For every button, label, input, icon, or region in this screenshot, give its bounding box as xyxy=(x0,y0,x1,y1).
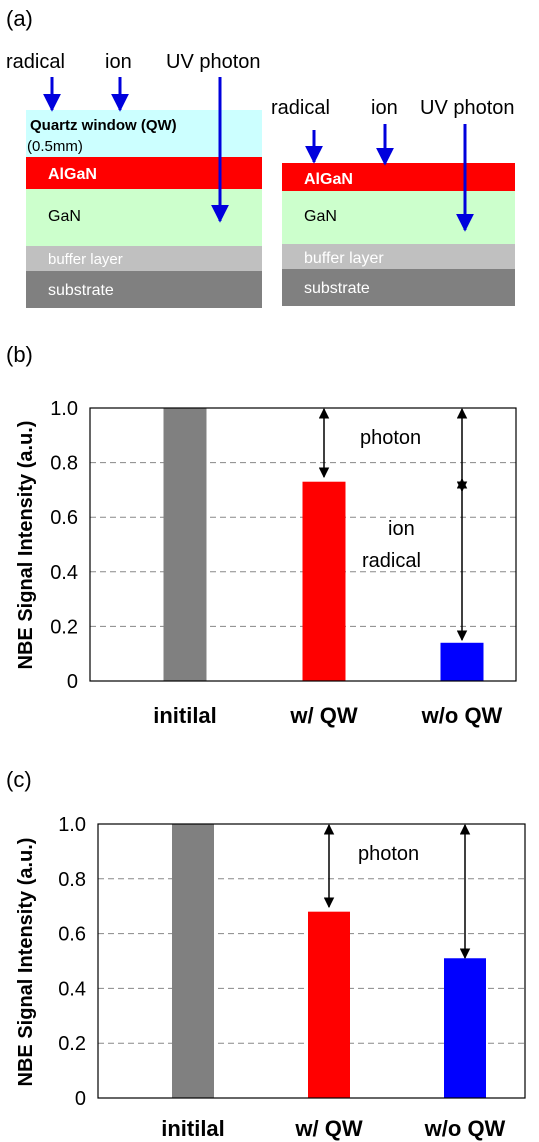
right-radical-label: radical xyxy=(271,97,330,119)
chart-b-y-tick-label: 1.0 xyxy=(50,398,78,420)
chart-b-category-label: w/ QW xyxy=(289,703,357,728)
quartz-window-label: Quartz window (QW) xyxy=(30,117,177,134)
chart-c-category-label: w/ QW xyxy=(294,1116,362,1141)
left-uv-photon-label: UV photon xyxy=(166,51,261,73)
left-substrate-layer xyxy=(26,271,262,308)
chart-c: (c) NBE Signal Intensity (a.u.) 0 0.2 0.4 0… xyxy=(6,767,526,1141)
chart-c-y-tick-label: 0.2 xyxy=(58,1033,86,1055)
right-substrate-layer xyxy=(282,269,515,306)
chart-b-y-tick-label: 0.4 xyxy=(50,562,78,584)
left-algan-layer xyxy=(26,157,262,189)
chart-c-y-axis-label: NBE Signal Intensity (a.u.) xyxy=(15,838,37,1087)
left-stack: radical ion UV photon Quartz window (QW)… xyxy=(6,51,262,308)
left-buffer-layer xyxy=(26,246,262,271)
chart-b-category-label: w/o QW xyxy=(421,703,503,728)
chart-c-bar-2 xyxy=(444,958,486,1098)
right-algan-layer xyxy=(282,163,515,191)
chart-b-bar-0 xyxy=(163,408,207,681)
quartz-window-layer xyxy=(26,110,262,157)
left-gan-label: GaN xyxy=(48,208,81,225)
chart-c-y-tick-label: 0.6 xyxy=(58,924,86,946)
quartz-thickness-label: (0.5mm) xyxy=(27,138,83,155)
chart-b-y-axis-label: NBE Signal Intensity (a.u.) xyxy=(15,421,37,670)
chart-c-category-label: w/o QW xyxy=(424,1116,506,1141)
panel-a: (a) radical ion UV photon Quartz window … xyxy=(6,6,515,308)
right-uv-photon-label: UV photon xyxy=(420,97,515,119)
chart-b-y-tick-label: 0 xyxy=(67,671,78,693)
chart-b-annotation-radical: radical xyxy=(362,550,421,572)
right-gan-label: GaN xyxy=(304,208,337,225)
chart-b-plot-frame xyxy=(89,407,517,682)
right-buffer-label: buffer layer xyxy=(304,250,384,267)
chart-c-bar-1 xyxy=(308,911,350,1098)
left-radical-label: radical xyxy=(6,51,65,73)
chart-b-bar-2 xyxy=(440,642,484,681)
right-gan-layer xyxy=(282,191,515,244)
chart-b-y-tick-label: 0.2 xyxy=(50,616,78,638)
chart-c-annotation-photon: photon xyxy=(358,843,419,865)
right-buffer-layer xyxy=(282,244,515,269)
chart-b-y-tick-label: 0.8 xyxy=(50,453,78,475)
left-buffer-label: buffer layer xyxy=(48,251,123,268)
right-stack: radical ion UV photon AlGaN GaN buffer l… xyxy=(271,97,515,306)
chart-b-category-label: initilal xyxy=(153,703,217,728)
right-algan-label: AlGaN xyxy=(304,171,353,188)
chart-c-y-tick-label: 0.4 xyxy=(58,978,86,1000)
chart-c-category-label: initilal xyxy=(161,1116,225,1141)
left-algan-label: AlGaN xyxy=(48,166,97,183)
panel-b-label: (b) xyxy=(6,342,33,367)
chart-b-y-tick-label: 0.6 xyxy=(50,507,78,529)
panel-c-label: (c) xyxy=(6,767,32,792)
chart-b: (b) NBE Signal Intensity (a.u.) 0 0.2 0.4 0… xyxy=(6,342,517,728)
left-substrate-label: substrate xyxy=(48,282,114,299)
chart-c-bar-0 xyxy=(172,824,214,1098)
chart-c-y-tick-label: 0 xyxy=(75,1088,86,1110)
chart-c-plot-frame xyxy=(97,823,526,1099)
right-substrate-label: substrate xyxy=(304,280,370,297)
chart-b-bar-1 xyxy=(302,481,346,681)
right-ion-label: ion xyxy=(371,97,398,119)
left-ion-label: ion xyxy=(105,51,132,73)
chart-c-y-tick-label: 0.8 xyxy=(58,869,86,891)
panel-a-label: (a) xyxy=(6,6,33,31)
chart-c-y-tick-label: 1.0 xyxy=(58,814,86,836)
chart-b-annotation-photon: photon xyxy=(360,427,421,449)
chart-b-annotation-ion: ion xyxy=(388,518,415,540)
